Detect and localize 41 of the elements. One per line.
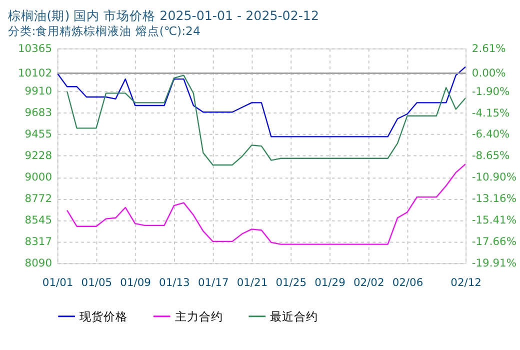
y-tick-label: 8772 [24,192,52,206]
legend-label: 主力合约 [174,309,223,324]
y-tick-label: 8317 [24,235,52,248]
x-tick-label: 01/21 [236,276,268,290]
y2-tick-label: -1.90% [472,84,510,98]
y2-tick-label: 2.61% [472,42,506,55]
line-series [66,74,466,166]
y-tick-label: 9228 [24,149,52,162]
y2-tick-label: -8.65% [472,149,510,162]
y-tick-label: 9000 [24,170,52,184]
y2-tick-label: -6.40% [472,128,510,141]
y-tick-label: 8545 [24,214,52,227]
y-tick-label: 8090 [24,256,52,270]
x-tick-label: 01/29 [314,276,346,290]
x-tick-label: 01/05 [81,276,112,290]
x-tick-label: 01/17 [198,276,229,290]
y-tick-label: 10365 [18,42,52,55]
legend-label: 现货价格 [80,309,128,324]
y-tick-label: 9910 [24,84,52,98]
x-tick-label: 02/12 [450,276,482,290]
x-tick-label: 01/13 [159,276,190,290]
y2-tick-label: -4.15% [472,106,510,120]
y-tick-label: 10102 [18,66,52,80]
x-tick-label: 02/02 [353,276,384,290]
y2-tick-label: -10.90% [472,170,516,184]
chart-title: 棕榈油(期) 国内 市场价格 2025-01-01 - 2025-02-12 [8,8,319,24]
x-tick-label: 01/25 [276,276,307,290]
y-tick-label: 9455 [24,128,52,141]
y2-tick-label: -13.16% [472,192,516,206]
y2-tick-label: -17.66% [472,235,516,248]
chart-subtitle: 分类:食用精炼棕榈液油 熔点(℃):24 [8,24,200,38]
y2-tick-label: 0.00% [472,66,506,80]
x-tick-label: 01/09 [120,276,152,290]
y2-tick-label: -15.41% [472,214,516,227]
x-tick-label: 02/06 [392,276,424,290]
x-tick-label: 01/01 [42,276,74,290]
y-tick-label: 9683 [24,106,52,120]
y2-tick-label: -19.91% [472,256,516,270]
line-series [57,66,466,138]
legend-label: 最近合约 [270,309,318,324]
line-series [66,163,466,245]
